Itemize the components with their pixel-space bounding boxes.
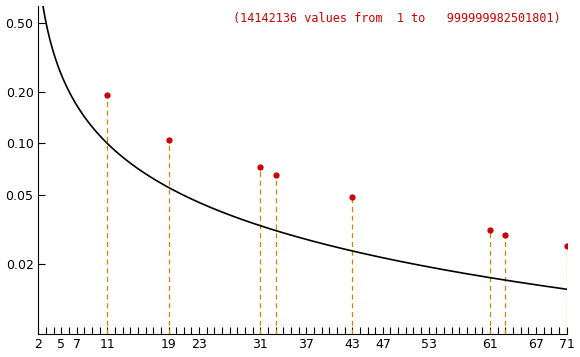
Text: (14142136 values from  1 to   999999982501801): (14142136 values from 1 to 9999999825018… — [234, 12, 561, 25]
